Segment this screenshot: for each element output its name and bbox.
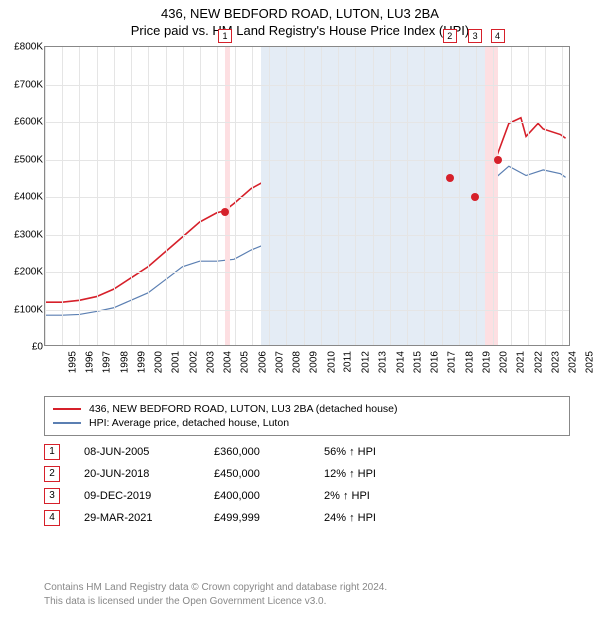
plot-region: £0£100K£200K£300K£400K£500K£600K£700K£80… <box>44 46 570 346</box>
footer-line-1: Contains HM Land Registry data © Crown c… <box>44 581 570 595</box>
gridline-v <box>97 47 98 345</box>
chart-container: 436, NEW BEDFORD ROAD, LUTON, LU3 2BA Pr… <box>0 0 600 620</box>
gridline-v <box>407 47 408 345</box>
gridline-h <box>45 85 569 86</box>
transaction-row: 2 20-JUN-2018£450,00012% ↑ HPI <box>44 466 570 482</box>
y-axis-label: £500K <box>3 154 43 165</box>
transaction-price: £360,000 <box>214 446 324 458</box>
chart-area: £0£100K£200K£300K£400K£500K£600K£700K£80… <box>44 46 570 376</box>
gridline-v <box>562 47 563 345</box>
legend-row: HPI: Average price, detached house, Luto… <box>53 417 561 429</box>
gridline-h <box>45 160 569 161</box>
transaction-number: 2 <box>44 466 60 482</box>
gridline-v <box>390 47 391 345</box>
transaction-row: 1 08-JUN-2005£360,00056% ↑ HPI <box>44 444 570 460</box>
gridline-v <box>166 47 167 345</box>
legend-swatch <box>53 422 81 424</box>
legend-swatch <box>53 408 81 410</box>
shaded-band <box>225 47 230 345</box>
y-axis-label: £0 <box>3 342 43 353</box>
transaction-price: £450,000 <box>214 468 324 480</box>
y-axis-label: £200K <box>3 267 43 278</box>
gridline-v <box>252 47 253 345</box>
y-axis-label: £100K <box>3 304 43 315</box>
gridline-v <box>235 47 236 345</box>
footer-line-2: This data is licensed under the Open Gov… <box>44 595 570 609</box>
transaction-pct: 24% ↑ HPI <box>324 512 454 524</box>
gridline-v <box>424 47 425 345</box>
transaction-date: 20-JUN-2018 <box>84 468 214 480</box>
gridline-v <box>269 47 270 345</box>
transaction-price: £400,000 <box>214 490 324 502</box>
transaction-number: 4 <box>44 510 60 526</box>
attribution-footer: Contains HM Land Registry data © Crown c… <box>44 581 570 608</box>
gridline-h <box>45 310 569 311</box>
gridline-h <box>45 197 569 198</box>
gridline-v <box>200 47 201 345</box>
y-axis-label: £600K <box>3 117 43 128</box>
gridline-v <box>459 47 460 345</box>
y-axis-label: £700K <box>3 79 43 90</box>
gridline-v <box>45 47 46 345</box>
transaction-marker-box: 4 <box>491 29 505 43</box>
transaction-number: 3 <box>44 488 60 504</box>
transaction-row: 4 29-MAR-2021£499,99924% ↑ HPI <box>44 510 570 526</box>
gridline-v <box>493 47 494 345</box>
gridline-v <box>338 47 339 345</box>
transaction-marker-box: 2 <box>443 29 457 43</box>
shaded-band <box>485 47 498 345</box>
chart-title: 436, NEW BEDFORD ROAD, LUTON, LU3 2BA <box>0 6 600 21</box>
transaction-price: £499,999 <box>214 512 324 524</box>
gridline-v <box>79 47 80 345</box>
gridline-v <box>442 47 443 345</box>
legend-label: 436, NEW BEDFORD ROAD, LUTON, LU3 2BA (d… <box>89 403 398 415</box>
transaction-marker-dot <box>471 193 479 201</box>
gridline-v <box>148 47 149 345</box>
gridline-v <box>114 47 115 345</box>
gridline-v <box>304 47 305 345</box>
legend-row: 436, NEW BEDFORD ROAD, LUTON, LU3 2BA (d… <box>53 403 561 415</box>
gridline-v <box>528 47 529 345</box>
gridline-v <box>373 47 374 345</box>
legend: 436, NEW BEDFORD ROAD, LUTON, LU3 2BA (d… <box>44 396 570 436</box>
gridline-h <box>45 272 569 273</box>
chart-titles: 436, NEW BEDFORD ROAD, LUTON, LU3 2BA Pr… <box>0 0 600 38</box>
transactions-table: 1 08-JUN-2005£360,00056% ↑ HPI 2 20-JUN-201… <box>44 438 570 532</box>
y-axis-label: £300K <box>3 229 43 240</box>
gridline-v <box>355 47 356 345</box>
transaction-number: 1 <box>44 444 60 460</box>
transaction-date: 09-DEC-2019 <box>84 490 214 502</box>
transaction-marker-dot <box>494 156 502 164</box>
transaction-marker-dot <box>221 208 229 216</box>
gridline-v <box>511 47 512 345</box>
transaction-pct: 2% ↑ HPI <box>324 490 454 502</box>
gridline-h <box>45 122 569 123</box>
gridline-v <box>62 47 63 345</box>
y-axis-label: £800K <box>3 42 43 53</box>
y-axis-label: £400K <box>3 192 43 203</box>
gridline-v <box>545 47 546 345</box>
transaction-marker-box: 3 <box>468 29 482 43</box>
gridline-v <box>321 47 322 345</box>
transaction-pct: 56% ↑ HPI <box>324 446 454 458</box>
gridline-v <box>131 47 132 345</box>
transaction-date: 08-JUN-2005 <box>84 446 214 458</box>
gridline-v <box>183 47 184 345</box>
chart-subtitle: Price paid vs. HM Land Registry's House … <box>0 23 600 38</box>
transaction-marker-dot <box>446 174 454 182</box>
gridline-h <box>45 235 569 236</box>
legend-label: HPI: Average price, detached house, Luto… <box>89 417 289 429</box>
transaction-row: 3 09-DEC-2019£400,0002% ↑ HPI <box>44 488 570 504</box>
gridline-v <box>286 47 287 345</box>
transaction-marker-box: 1 <box>218 29 232 43</box>
transaction-date: 29-MAR-2021 <box>84 512 214 524</box>
transaction-pct: 12% ↑ HPI <box>324 468 454 480</box>
gridline-v <box>217 47 218 345</box>
